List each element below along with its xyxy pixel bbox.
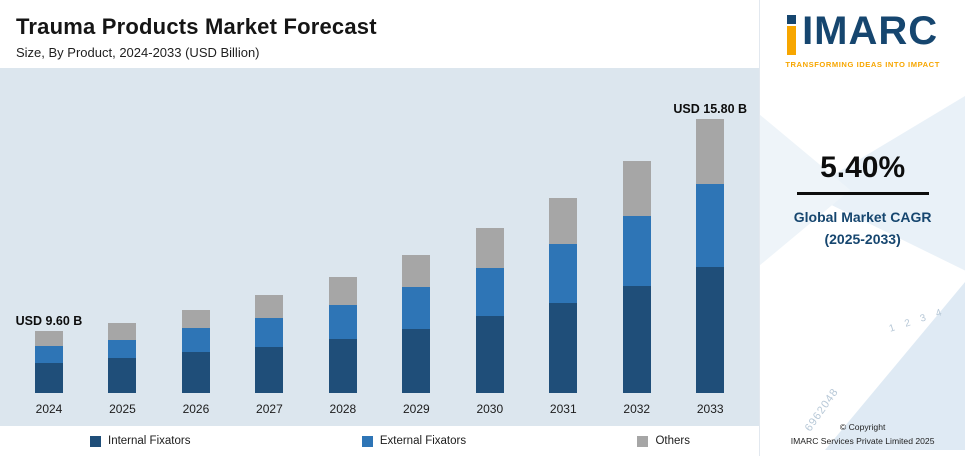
segment-others[interactable]: [328, 277, 357, 305]
segment-external-fixators[interactable]: [549, 244, 578, 303]
logo-square-icon: [787, 15, 797, 24]
segment-others[interactable]: [622, 161, 651, 216]
chart-section: Trauma Products Market Forecast Size, By…: [0, 0, 760, 456]
bar-column-2024: USD 9.60 B 2024: [14, 314, 84, 416]
bar-2031[interactable]: [549, 198, 578, 393]
bar-column-2032: 2032: [602, 161, 672, 416]
legend-item-internal-fixators: Internal Fixators: [90, 435, 190, 447]
segment-others[interactable]: [108, 323, 137, 340]
bar-2027[interactable]: [255, 295, 284, 393]
logo-wordmark: IMARC: [802, 9, 939, 53]
cagr-block: 5.40% Global Market CAGR (2025-2033): [794, 151, 932, 250]
chart-legend: Internal Fixators External Fixators Others: [0, 426, 760, 456]
bar-column-2031: 2031: [528, 198, 598, 416]
logo-bar-icon: [787, 26, 797, 55]
brand-content: IMARC TRANSFORMING IDEAS INTO IMPACT 5.4…: [760, 0, 965, 456]
chart-subtitle: Size, By Product, 2024-2033 (USD Billion…: [16, 45, 260, 60]
bar-column-2033: USD 15.80 B 2033: [673, 102, 748, 416]
segment-external-fixators[interactable]: [108, 340, 137, 358]
segment-others[interactable]: [255, 295, 284, 318]
legend-label: Others: [655, 435, 690, 447]
bar-annotation: USD 15.80 B: [673, 102, 748, 116]
segment-external-fixators[interactable]: [181, 328, 210, 352]
bar-2029[interactable]: [402, 255, 431, 393]
bar-2025[interactable]: [108, 323, 137, 393]
cagr-value: 5.40%: [820, 151, 906, 184]
legend-swatch-icon: [637, 435, 649, 447]
x-axis-label: 2029: [402, 402, 430, 416]
plot-area: USD 9.60 B 2024 2025 2026 2027 2028 2029 2030 20…: [14, 102, 748, 416]
x-axis-label: 2033: [696, 402, 724, 416]
segment-internal-fixators[interactable]: [255, 347, 284, 393]
bar-column-2029: 2029: [381, 255, 451, 416]
legend-swatch-icon: [361, 435, 373, 447]
segment-internal-fixators[interactable]: [696, 267, 725, 393]
brand-panel: 6962048 1 2 3 4 IMARC TRANSFORMING IDEAS…: [759, 0, 965, 456]
bar-column-2028: 2028: [308, 277, 378, 416]
bar-2026[interactable]: [181, 310, 210, 393]
segment-external-fixators[interactable]: [35, 346, 63, 363]
legend-items: Internal Fixators External Fixators Others: [90, 435, 690, 447]
segment-external-fixators[interactable]: [475, 268, 504, 316]
copyright-notice: © Copyright IMARC Services Private Limit…: [760, 421, 965, 448]
x-axis-label: 2032: [623, 402, 651, 416]
segment-external-fixators[interactable]: [696, 184, 725, 267]
legend-item-others: Others: [637, 435, 690, 447]
logo-tagline: TRANSFORMING IDEAS INTO IMPACT: [785, 60, 940, 69]
imarc-logo-icon: [787, 15, 797, 55]
x-axis-label: 2024: [35, 402, 63, 416]
copyright-line2: IMARC Services Private Limited 2025: [790, 435, 935, 446]
legend-swatch-icon: [90, 435, 101, 447]
x-axis-label: 2025: [109, 402, 136, 416]
cagr-underline: [796, 192, 929, 195]
segment-external-fixators[interactable]: [328, 305, 357, 339]
segment-internal-fixators[interactable]: [35, 363, 63, 393]
segment-internal-fixators[interactable]: [549, 303, 578, 393]
copyright-line1: © Copyright: [839, 422, 886, 433]
stacked-bar-chart: USD 9.60 B 2024 2025 2026 2027 2028 2029 2030 20…: [0, 68, 760, 426]
legend-label: External Fixators: [379, 435, 467, 447]
cagr-period: (2025-2033): [824, 230, 901, 247]
segment-others[interactable]: [696, 119, 725, 184]
segment-internal-fixators[interactable]: [475, 316, 504, 393]
segment-internal-fixators[interactable]: [622, 286, 651, 393]
bar-column-2027: 2027: [234, 295, 304, 416]
bar-2032[interactable]: [622, 161, 651, 393]
chart-header: Trauma Products Market Forecast Size, By…: [0, 0, 760, 68]
segment-internal-fixators[interactable]: [108, 358, 137, 393]
x-axis-label: 2030: [476, 402, 504, 416]
bar-column-2025: 2025: [87, 323, 157, 416]
segment-others[interactable]: [402, 255, 431, 287]
cagr-label: Global Market CAGR: [793, 209, 932, 225]
x-axis-label: 2027: [256, 402, 283, 416]
x-axis-label: 2026: [182, 402, 210, 416]
x-axis-label: 2031: [549, 402, 577, 416]
bar-annotation: USD 9.60 B: [15, 314, 83, 328]
segment-others[interactable]: [549, 198, 578, 244]
segment-external-fixators[interactable]: [402, 287, 431, 329]
segment-internal-fixators[interactable]: [402, 329, 431, 393]
bar-column-2030: 2030: [455, 228, 525, 416]
bar-column-2026: 2026: [161, 310, 231, 416]
legend-label: Internal Fixators: [108, 435, 191, 447]
legend-item-external-fixators: External Fixators: [361, 435, 467, 447]
segment-external-fixators[interactable]: [622, 216, 651, 286]
x-axis-label: 2028: [329, 402, 357, 416]
bar-2033[interactable]: [696, 119, 725, 393]
segment-others[interactable]: [475, 228, 504, 268]
page-title: Trauma Products Market Forecast: [16, 14, 377, 39]
segment-others[interactable]: [181, 310, 210, 328]
segment-internal-fixators[interactable]: [181, 352, 210, 393]
segment-internal-fixators[interactable]: [328, 339, 357, 393]
imarc-logo: IMARC: [787, 9, 939, 55]
bar-2030[interactable]: [475, 228, 504, 393]
segment-external-fixators[interactable]: [255, 318, 284, 347]
bar-2024[interactable]: [35, 331, 63, 393]
segment-others[interactable]: [35, 331, 63, 346]
bar-2028[interactable]: [328, 277, 357, 393]
